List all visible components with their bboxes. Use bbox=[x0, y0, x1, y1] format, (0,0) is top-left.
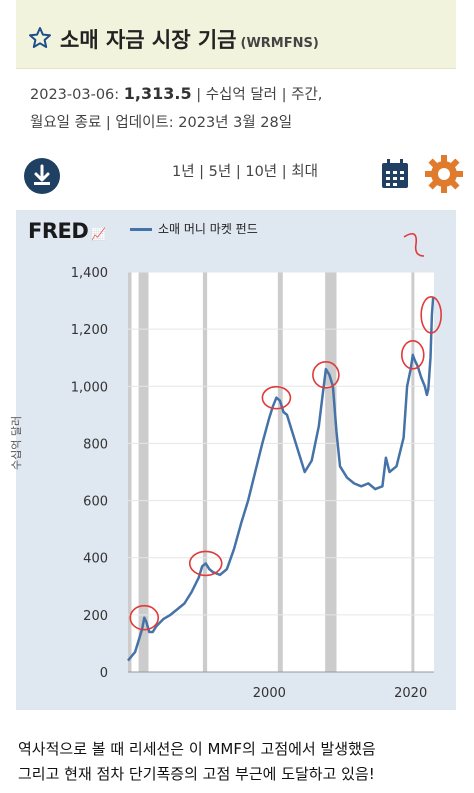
recession-band bbox=[325, 272, 337, 672]
series-meta: 2023-03-06: 1,313.5 | 수십억 달러 | 주간, 월요일 종… bbox=[30, 80, 450, 137]
annotation-circle bbox=[129, 604, 160, 631]
gear-icon[interactable] bbox=[424, 154, 464, 194]
y-tick-label: 1,400 bbox=[71, 266, 108, 281]
y-tick-label: 1,200 bbox=[71, 323, 108, 338]
annotation-circle bbox=[188, 550, 223, 577]
meta-date: 2023-03-06: bbox=[30, 87, 120, 103]
annotation-circle bbox=[261, 385, 292, 410]
meta-value: 1,313.5 bbox=[123, 84, 192, 103]
x-tick-label: 2000 bbox=[253, 686, 286, 701]
series-line bbox=[127, 296, 435, 662]
caption-line-1: 역사적으로 볼 때 리세션은 이 MMF의 고점에서 발생했음 bbox=[18, 740, 376, 758]
title-bar: 소매 자금 시장 기금 (WRMFNS) bbox=[16, 0, 456, 69]
legend-label: 소매 머니 마켓 펀드 bbox=[158, 222, 258, 236]
recession-band bbox=[138, 272, 149, 672]
recession-band bbox=[411, 272, 415, 672]
annotation-question-mark bbox=[403, 232, 425, 257]
annotation-circle bbox=[400, 340, 425, 370]
y-tick-label: 400 bbox=[83, 552, 108, 567]
annotation-circle bbox=[420, 296, 442, 334]
caption-line-2: 그리고 현재 점차 단기폭증의 고점 부근에 도달하고 있음! bbox=[18, 765, 375, 783]
meta-update: 월요일 종료 | 업데이트: 2023년 3월 28일 bbox=[30, 115, 293, 131]
recession-band bbox=[128, 272, 132, 672]
page-title: 소매 자금 시장 기금 (WRMFNS) bbox=[60, 24, 319, 54]
y-tick-label: 800 bbox=[83, 437, 108, 452]
y-tick-label: 600 bbox=[83, 495, 108, 510]
fred-logo-graph-icon: 📈 bbox=[91, 227, 106, 241]
fred-logo: FRED 📈 bbox=[28, 219, 106, 243]
y-tick-label: 200 bbox=[83, 609, 108, 624]
meta-units: | 수십억 달러 | 주간, bbox=[191, 87, 323, 103]
download-icon[interactable] bbox=[23, 157, 61, 195]
recession-band bbox=[202, 272, 208, 672]
period-selector[interactable]: 1년 | 5년 | 10년 | 최대 bbox=[172, 164, 318, 180]
star-outline-icon[interactable] bbox=[28, 26, 52, 50]
series-title: 소매 자금 시장 기금 bbox=[60, 28, 237, 52]
legend-swatch bbox=[130, 228, 152, 231]
series-code: (WRMFNS) bbox=[240, 36, 319, 51]
recession-band bbox=[277, 272, 283, 672]
caption: 역사적으로 볼 때 리세션은 이 MMF의 고점에서 발생했음 그리고 현재 점… bbox=[18, 737, 458, 787]
y-tick-label: 0 bbox=[100, 666, 108, 681]
x-tick-label: 2020 bbox=[394, 686, 427, 701]
annotation-circle bbox=[312, 361, 340, 389]
calendar-icon[interactable] bbox=[380, 158, 410, 190]
y-tick-label: 1,000 bbox=[71, 380, 108, 395]
